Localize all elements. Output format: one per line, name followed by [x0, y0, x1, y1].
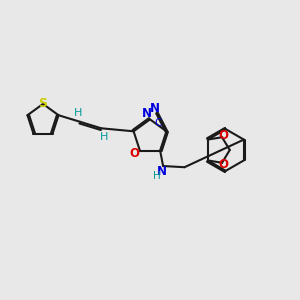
Text: H: H: [74, 108, 82, 118]
Text: S: S: [38, 97, 47, 110]
Text: N: N: [150, 102, 160, 115]
Text: O: O: [130, 147, 140, 160]
Text: H: H: [153, 170, 160, 181]
Text: N: N: [142, 107, 152, 120]
Text: O: O: [218, 158, 228, 171]
Text: C: C: [154, 118, 162, 128]
Text: N: N: [157, 165, 166, 178]
Text: O: O: [218, 129, 228, 142]
Text: H: H: [100, 132, 108, 142]
